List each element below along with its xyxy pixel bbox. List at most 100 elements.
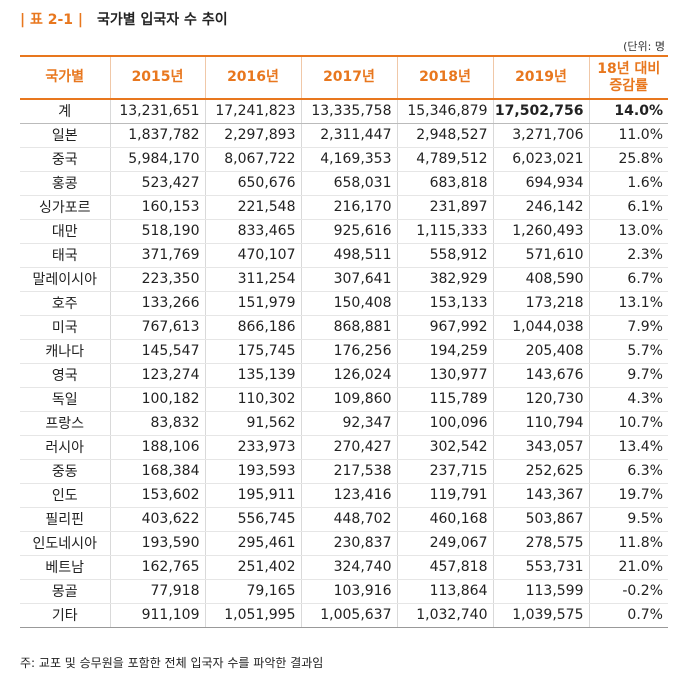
growth-rate-cell: 6.3% xyxy=(588,459,668,484)
count-cell: 231,897 xyxy=(396,195,493,220)
count-cell: 8,067,722 xyxy=(204,147,301,172)
count-cell: 110,302 xyxy=(204,387,301,412)
count-cell: 237,715 xyxy=(396,459,493,484)
country-cell: 중국 xyxy=(20,147,110,172)
growth-rate-cell: 11.8% xyxy=(588,531,668,556)
count-cell: 176,256 xyxy=(300,339,397,364)
count-cell: 162,765 xyxy=(109,555,205,580)
count-cell: 123,416 xyxy=(300,483,397,508)
count-cell: 168,384 xyxy=(109,459,205,484)
country-cell: 싱가포르 xyxy=(20,195,110,220)
table-row: 중국 5,984,170 8,067,722 4,169,353 4,789,512 6,… xyxy=(20,147,668,172)
count-cell: 1,051,995 xyxy=(204,603,301,628)
count-cell: 694,934 xyxy=(492,171,589,196)
country-cell: 홍콩 xyxy=(20,171,110,196)
count-cell: 193,590 xyxy=(109,531,205,556)
count-cell: 79,165 xyxy=(204,579,301,604)
count-cell: 193,593 xyxy=(204,459,301,484)
growth-rate-cell: 9.5% xyxy=(588,507,668,532)
count-cell: 1,837,782 xyxy=(109,123,205,148)
count-cell: 133,266 xyxy=(109,291,205,316)
table-row: 중동 168,384 193,593 217,538 237,715 252,625 6.3… xyxy=(20,459,668,484)
count-cell: 130,977 xyxy=(396,363,493,388)
count-cell: 866,186 xyxy=(204,315,301,340)
growth-rate-cell: 19.7% xyxy=(588,483,668,508)
table-title: | 표 2-1 | 국가별 입국자 수 추이 xyxy=(20,8,228,30)
count-cell: 324,740 xyxy=(300,555,397,580)
count-cell: 1,032,740 xyxy=(396,603,493,628)
count-cell: 100,182 xyxy=(109,387,205,412)
count-cell: 123,274 xyxy=(109,363,205,388)
count-cell: 558,912 xyxy=(396,243,493,268)
growth-rate-cell: 0.7% xyxy=(588,603,668,628)
header-2016: 2016년 xyxy=(204,55,301,100)
count-cell: 194,259 xyxy=(396,339,493,364)
count-cell: 221,548 xyxy=(204,195,301,220)
count-cell: 3,271,706 xyxy=(492,123,589,148)
country-cell: 인도 xyxy=(20,483,110,508)
count-cell: 109,860 xyxy=(300,387,397,412)
count-cell: 4,169,353 xyxy=(300,147,397,172)
growth-rate-cell: 9.7% xyxy=(588,363,668,388)
growth-rate-cell: 7.9% xyxy=(588,315,668,340)
count-cell: 113,599 xyxy=(492,579,589,604)
count-cell: 113,864 xyxy=(396,579,493,604)
count-cell: 470,107 xyxy=(204,243,301,268)
count-cell: 230,837 xyxy=(300,531,397,556)
country-cell: 캐나다 xyxy=(20,339,110,364)
count-cell: 175,745 xyxy=(204,339,301,364)
count-cell: 217,538 xyxy=(300,459,397,484)
total-row: 계 13,231,651 17,241,823 13,335,758 15,346,87… xyxy=(20,99,668,124)
growth-rate-cell: 13.1% xyxy=(588,291,668,316)
count-cell: 460,168 xyxy=(396,507,493,532)
count-cell: 278,575 xyxy=(492,531,589,556)
country-cell: 계 xyxy=(20,99,110,124)
count-cell: 403,622 xyxy=(109,507,205,532)
count-cell: 205,408 xyxy=(492,339,589,364)
count-cell: 343,057 xyxy=(492,435,589,460)
count-cell: 658,031 xyxy=(300,171,397,196)
growth-rate-cell: 10.7% xyxy=(588,411,668,436)
count-cell: 767,613 xyxy=(109,315,205,340)
count-cell: 457,818 xyxy=(396,555,493,580)
table-row: 영국 123,274 135,139 126,024 130,977 143,676 9.7… xyxy=(20,363,668,388)
country-cell: 베트남 xyxy=(20,555,110,580)
table-row: 독일 100,182 110,302 109,860 115,789 120,730 4.3… xyxy=(20,387,668,412)
growth-rate-cell: 1.6% xyxy=(588,171,668,196)
count-cell: 119,791 xyxy=(396,483,493,508)
count-cell: 233,973 xyxy=(204,435,301,460)
count-cell: 498,511 xyxy=(300,243,397,268)
country-cell: 일본 xyxy=(20,123,110,148)
count-cell: 5,984,170 xyxy=(109,147,205,172)
table-row: 몽골 77,918 79,165 103,916 113,864 113,599 -0.2% xyxy=(20,579,668,604)
count-cell: 115,789 xyxy=(396,387,493,412)
table-row: 태국 371,769 470,107 498,511 558,912 571,610 2.3… xyxy=(20,243,668,268)
count-cell: 448,702 xyxy=(300,507,397,532)
count-cell: 13,231,651 xyxy=(109,99,205,124)
count-cell: 382,929 xyxy=(396,267,493,292)
count-cell: 252,625 xyxy=(492,459,589,484)
count-cell: 571,610 xyxy=(492,243,589,268)
growth-rate-cell: -0.2% xyxy=(588,579,668,604)
growth-rate-cell: 6.7% xyxy=(588,267,668,292)
count-cell: 17,502,756 xyxy=(492,99,589,124)
count-cell: 153,602 xyxy=(109,483,205,508)
table-row: 싱가포르 160,153 221,548 216,170 231,897 246,142 6… xyxy=(20,195,668,220)
growth-rate-cell: 2.3% xyxy=(588,243,668,268)
count-cell: 15,346,879 xyxy=(396,99,493,124)
count-cell: 151,979 xyxy=(204,291,301,316)
growth-rate-cell: 14.0% xyxy=(588,99,668,124)
count-cell: 650,676 xyxy=(204,171,301,196)
count-cell: 967,992 xyxy=(396,315,493,340)
table-row: 미국 767,613 866,186 868,881 967,992 1,044,038 7… xyxy=(20,315,668,340)
unit-label: (단위: 명 xyxy=(623,40,665,53)
count-cell: 92,347 xyxy=(300,411,397,436)
count-cell: 126,024 xyxy=(300,363,397,388)
count-cell: 553,731 xyxy=(492,555,589,580)
count-cell: 2,311,447 xyxy=(300,123,397,148)
count-cell: 251,402 xyxy=(204,555,301,580)
growth-rate-cell: 25.8% xyxy=(588,147,668,172)
table-row: 대만 518,190 833,465 925,616 1,115,333 1,260,49… xyxy=(20,219,668,244)
count-cell: 1,044,038 xyxy=(492,315,589,340)
country-cell: 태국 xyxy=(20,243,110,268)
